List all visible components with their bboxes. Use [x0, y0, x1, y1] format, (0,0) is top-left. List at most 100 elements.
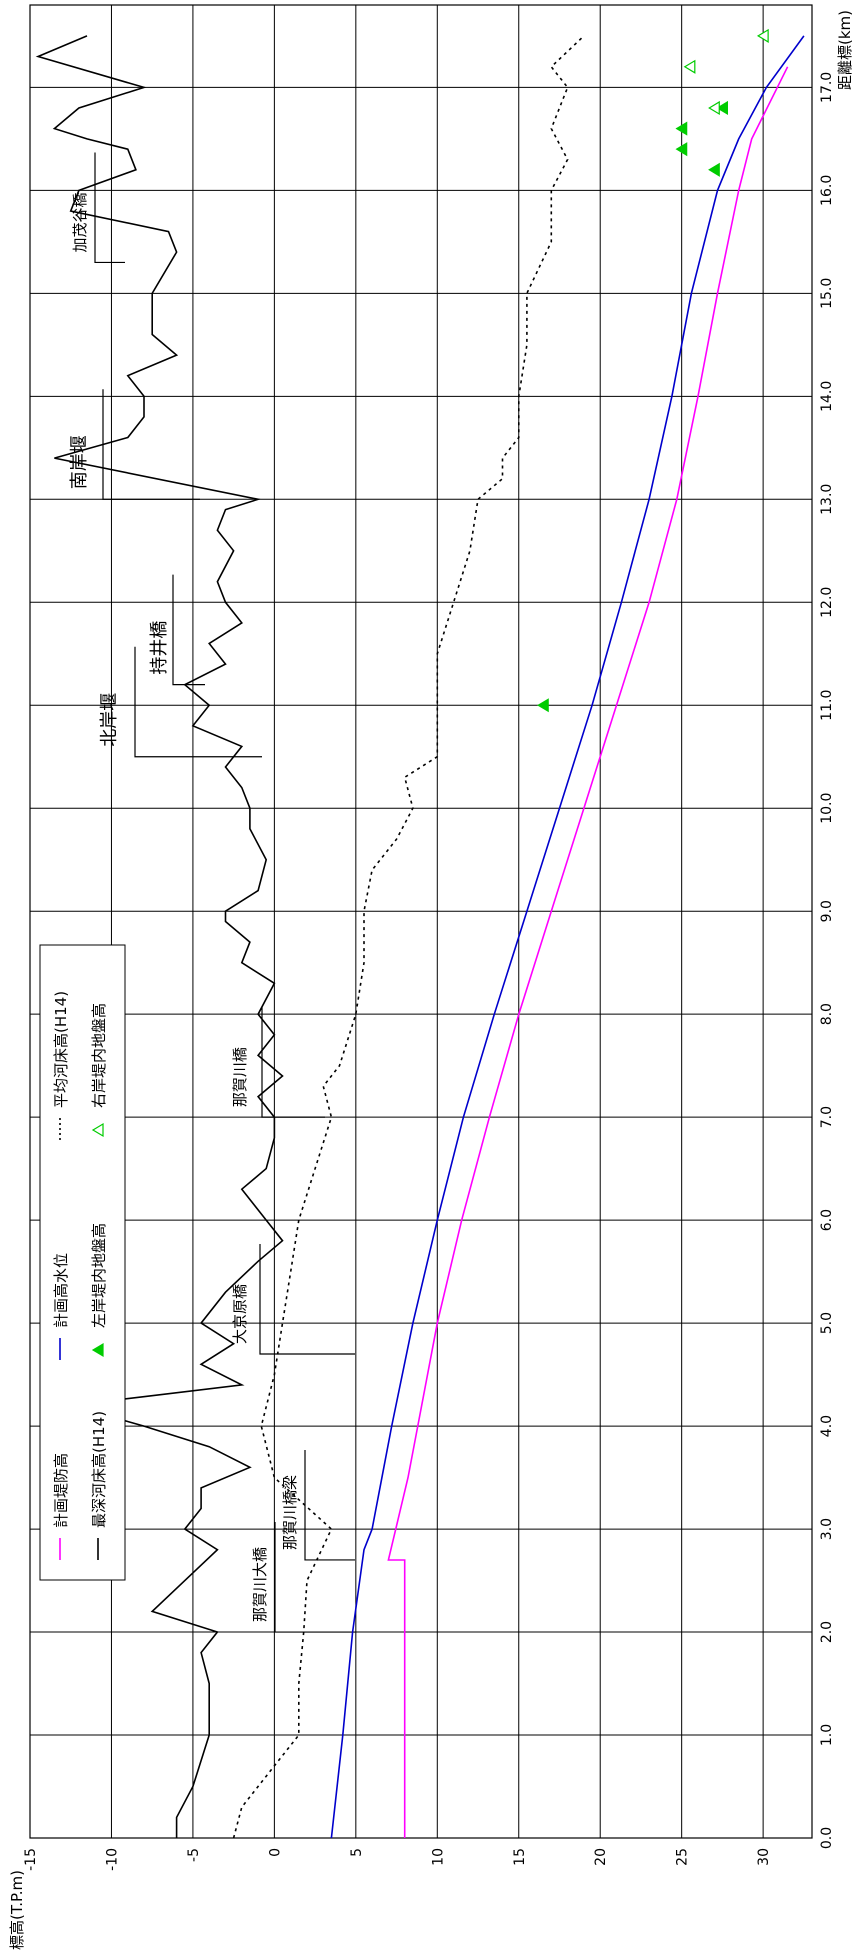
tick-group-km-11: 11.0: [819, 690, 835, 721]
legend-label: 計画高水位: [52, 1253, 70, 1328]
plot-border: [29, 4, 813, 1839]
marker-1-1: [683, 59, 696, 74]
tick-group-elev-6: 15: [512, 1848, 528, 1866]
y-axis-title: 標高(T.P.m): [8, 1870, 26, 1950]
x-tick-label: 0.0: [819, 1827, 835, 1849]
tick-group-elev-3: 0: [267, 1848, 283, 1857]
y-tick-label: 30: [756, 1848, 772, 1866]
annotation-bracket-6: [102, 389, 200, 500]
annotation-label-group-2: 大京原橋: [231, 1284, 249, 1344]
y-tick-label: -15: [23, 1848, 39, 1871]
tick-group-km-12: 12.0: [819, 587, 835, 618]
series-line-2: [232, 35, 585, 1839]
legend-label-group-1: 最深河床高(H14): [90, 1411, 108, 1528]
marker-0-3: [675, 121, 688, 136]
legend-label: 平均河床高(H14): [52, 991, 70, 1108]
annotation-label-group-5: 持井橋: [149, 621, 170, 675]
annotation-bracket-2: [259, 1244, 355, 1355]
x-axis-title: 距離標(km): [836, 10, 854, 90]
legend: 計画堤防高 最深河床高(H14) 計画高水位 左岸堤内地盤高 平均河床高(H14) 右岸堤…: [39, 944, 126, 1581]
annotation-label-group-0: 那賀川大橋: [251, 1547, 269, 1622]
tick-group-elev-5: 10: [430, 1848, 446, 1866]
axis-labels: 標高(T.P.m) 距離標(km): [8, 10, 854, 1950]
x-tick-label: 12.0: [819, 587, 835, 618]
annotation-label-group-3: 那賀川橋: [231, 1047, 249, 1107]
x-tick-label: 1.0: [819, 1724, 835, 1746]
annotation-label: 北岸堰: [99, 693, 120, 747]
y-tick-label: 5: [349, 1848, 365, 1857]
plot-frame: [29, 4, 813, 1839]
legend-label-group-3: 左岸堤内地盤高: [90, 1223, 108, 1328]
tick-group-km-13: 13.0: [819, 484, 835, 515]
x-tick-label: 8.0: [819, 1003, 835, 1025]
tick-group-km-15: 15.0: [819, 278, 835, 309]
tick-group-km-8: 8.0: [819, 1003, 835, 1025]
marker-0-4: [716, 100, 728, 116]
x-tick-label: 10.0: [819, 793, 835, 824]
tick-group-elev-2: -5: [186, 1848, 202, 1862]
marker-1-0: [708, 100, 720, 116]
tick-group-km-3: 3.0: [819, 1518, 835, 1540]
y-axis-title-group: 標高(T.P.m): [8, 1870, 26, 1950]
y-tick-label: -5: [186, 1848, 202, 1862]
annotation-bracket-3: [261, 1007, 325, 1118]
tick-group-km-4: 4.0: [819, 1415, 835, 1437]
x-tick-label: 16.0: [819, 175, 835, 206]
y-tick-label: 0: [267, 1848, 283, 1857]
annotation-bracket-1: [304, 1449, 355, 1561]
tick-group-elev-4: 5: [349, 1848, 365, 1857]
annotation-label-group-4: 北岸堰: [99, 693, 120, 747]
legend-label-group-5: 右岸堤内地盤高: [90, 1003, 108, 1108]
series-line-1: [330, 35, 805, 1839]
legend-label: 左岸堤内地盤高: [90, 1223, 108, 1328]
annotation-bracket-5: [172, 574, 205, 686]
tick-group-elev-8: 25: [675, 1848, 691, 1866]
annotation-label: 加茂谷橋: [71, 192, 89, 252]
legend-swatch-5: [91, 1122, 104, 1138]
annotation-bracket-0: [274, 1522, 355, 1633]
tick-group-km-2: 2.0: [819, 1621, 835, 1643]
x-tick-label: 2.0: [819, 1621, 835, 1643]
series-line-0: [387, 66, 789, 1838]
annotation-label: 那賀川橋梁: [281, 1475, 299, 1550]
tick-group-km-9: 9.0: [819, 900, 835, 922]
tick-group-km-17: 17.0: [819, 72, 835, 103]
data-series: [35, 35, 805, 1839]
legend-label: 計画堤防高: [52, 1453, 70, 1528]
marker-1-2: [756, 28, 769, 43]
x-tick-label: 5.0: [819, 1312, 835, 1334]
legend-label: 最深河床高(H14): [90, 1411, 108, 1528]
tick-group-km-14: 14.0: [819, 381, 835, 412]
x-tick-label: 4.0: [819, 1415, 835, 1437]
x-axis-title-group: 距離標(km): [836, 10, 854, 90]
x-tick-label: 9.0: [819, 900, 835, 922]
marker-0-2: [675, 142, 688, 157]
legend-label: 右岸堤内地盤高: [90, 1003, 108, 1108]
legend-box: [39, 944, 126, 1581]
legend-label-group-4: 平均河床高(H14): [52, 991, 70, 1108]
x-tick-label: 14.0: [819, 381, 835, 412]
x-tick-label: 3.0: [819, 1518, 835, 1540]
x-tick-label: 7.0: [819, 1106, 835, 1128]
annotation-label: 那賀川大橋: [251, 1547, 269, 1622]
tick-group-km-10: 10.0: [819, 793, 835, 824]
series-line-3: [35, 35, 284, 1838]
y-tick-label: 25: [675, 1848, 691, 1866]
tick-group-elev-9: 30: [756, 1848, 772, 1866]
x-tick-label: 15.0: [819, 278, 835, 309]
annotation-label-group-1: 那賀川橋梁: [281, 1475, 299, 1550]
x-tick-label: 13.0: [819, 484, 835, 515]
tick-group-elev-1: -10: [104, 1848, 120, 1871]
annotation-label: 持井橋: [149, 621, 170, 675]
tick-group-km-0: 0.0: [819, 1827, 835, 1849]
y-tick-label: 15: [512, 1848, 528, 1866]
grid-lines: [29, 5, 812, 1839]
tick-group-km-1: 1.0: [819, 1724, 835, 1746]
annotation-bracket-4: [134, 646, 262, 758]
tick-group-km-16: 16.0: [819, 175, 835, 206]
x-tick-label: 17.0: [819, 72, 835, 103]
tick-group-km-7: 7.0: [819, 1106, 835, 1128]
tick-group-km-6: 6.0: [819, 1209, 835, 1231]
